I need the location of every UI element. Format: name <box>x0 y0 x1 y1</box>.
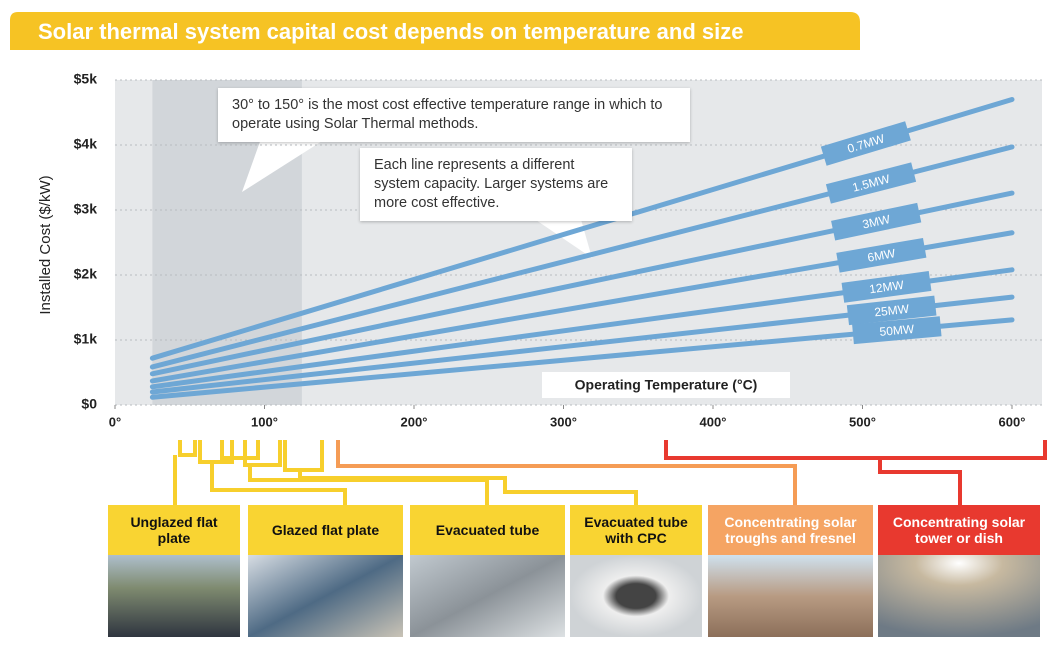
photo <box>410 555 565 637</box>
yellow-bracket <box>178 440 324 472</box>
series-tag-box <box>846 295 937 326</box>
series-tag: 50MW <box>852 316 942 345</box>
y-tick-label: $3k <box>74 201 98 217</box>
series-tag-box <box>831 202 922 241</box>
y-tick-label: $4k <box>74 136 98 152</box>
series-tag: 6MW <box>836 237 927 273</box>
series-tag: 25MW <box>846 295 937 326</box>
y-tick-label: $1k <box>74 331 98 347</box>
x-tick-label: 300° <box>550 414 577 429</box>
x-tick-label: 0° <box>109 414 121 429</box>
series-tag: 3MW <box>831 202 922 241</box>
technology-label: Concentrating solar tower or dish <box>878 505 1040 555</box>
legend-label: 50MW <box>879 322 915 339</box>
title-banner <box>10 12 860 50</box>
technology-label: Unglazed flat plate <box>108 505 240 555</box>
photo <box>248 555 403 637</box>
brackets <box>173 440 1047 505</box>
series-tag: 1.5MW <box>825 162 917 204</box>
photo <box>570 555 702 637</box>
x-tick-label: 400° <box>700 414 727 429</box>
x-tick-label: 200° <box>401 414 428 429</box>
annotation: 30° to 150° is the most cost effective t… <box>218 88 690 142</box>
legend-label: 12MW <box>868 278 905 297</box>
legend-label: 3MW <box>861 212 892 232</box>
technology: Glazed flat plate <box>248 505 403 637</box>
y-axis-title: Installed Cost ($/kW) <box>37 175 54 314</box>
annotation: Each line represents a different system … <box>360 148 632 221</box>
y-tick-label: $2k <box>74 266 98 282</box>
technology: Evacuated tube with CPC <box>570 505 702 637</box>
yellow-connector <box>173 455 638 505</box>
orange-bracket <box>336 440 797 505</box>
photos <box>108 555 1040 637</box>
series-tag: 12MW <box>841 271 932 303</box>
x-axis-title-box <box>542 372 790 398</box>
photo <box>708 555 873 637</box>
photo <box>108 555 240 637</box>
y-tick-label: $5k <box>74 71 98 87</box>
series-tag-box <box>825 162 917 204</box>
callout-pointer <box>242 136 330 192</box>
x-axis-title: Operating Temperature (°C) <box>575 377 758 393</box>
photo <box>878 555 1040 637</box>
red-bracket <box>664 440 1047 505</box>
technology: Unglazed flat plate <box>108 505 240 637</box>
technology: Concentrating solar troughs and fresnel <box>708 505 873 637</box>
x-tick-label: 600° <box>999 414 1026 429</box>
technology-label: Evacuated tube <box>410 505 565 555</box>
series-tag-box <box>820 121 911 166</box>
technology: Concentrating solar tower or dish <box>878 505 1040 637</box>
series-tag-box <box>852 316 942 345</box>
technology-label: Concentrating solar troughs and fresnel <box>708 505 873 555</box>
technology: Evacuated tube <box>410 505 565 637</box>
y-tick-label: $0 <box>81 396 97 412</box>
technology-label: Glazed flat plate <box>248 505 403 555</box>
x-tick-label: 100° <box>251 414 278 429</box>
chart-title: Solar thermal system capital cost depend… <box>38 19 743 44</box>
series-tag-box <box>836 237 927 273</box>
x-tick-label: 500° <box>849 414 876 429</box>
technology-label: Evacuated tube with CPC <box>570 505 702 555</box>
series-tag-box <box>841 271 932 303</box>
legend-label: 6MW <box>866 246 897 265</box>
legend-label: 25MW <box>874 302 911 320</box>
